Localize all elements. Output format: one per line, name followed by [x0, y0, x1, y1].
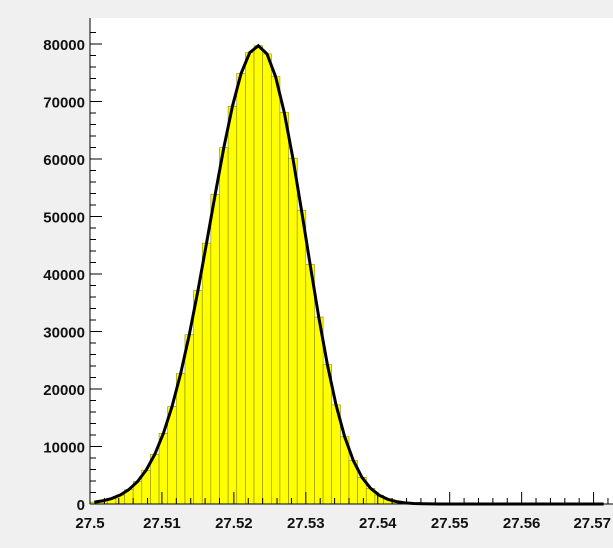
histogram-bar [201, 242, 212, 505]
histogram-bar [184, 334, 194, 505]
y-tick-label: 10000 [43, 440, 85, 457]
y-tick-label: 30000 [43, 325, 85, 342]
x-axis-ticks: 27.5 27.51 27.52 27.53 27.54 27.55 27.56 27.57 [75, 492, 611, 532]
x-tick-label: 27.51 [143, 515, 181, 532]
histogram-bar [176, 373, 186, 505]
y-tick-label: 70000 [43, 95, 85, 112]
x-tick-label: 27.53 [287, 515, 325, 532]
x-tick-label: 27.57 [573, 515, 611, 532]
x-tick-label: 27.52 [215, 515, 253, 532]
histogram-bar [236, 73, 246, 505]
histogram-bar [245, 52, 255, 505]
histogram-bar [193, 290, 203, 505]
x-tick-label: 27.5 [75, 515, 104, 532]
histogram-bar [270, 76, 281, 505]
histogram-bar [296, 209, 307, 505]
y-tick-label: 40000 [43, 267, 85, 284]
y-tick-label: 80000 [43, 37, 85, 54]
histogram-bar [288, 157, 298, 505]
histogram-bar [227, 105, 238, 505]
histogram-bar [210, 194, 220, 505]
histogram-bar [305, 264, 315, 505]
x-tick-label: 27.55 [431, 515, 469, 532]
y-axis-ticks: 0 10000 20000 30000 40000 50000 60000 70000 8000… [43, 32, 102, 514]
histogram-bar [219, 147, 229, 505]
y-tick-label: 60000 [43, 152, 85, 169]
x-tick-label: 27.56 [503, 515, 541, 532]
y-tick-label: 20000 [43, 382, 85, 399]
histogram-bar [167, 406, 177, 505]
histogram-bar [262, 53, 272, 505]
y-tick-label: 50000 [43, 210, 85, 227]
histogram-bar [314, 316, 324, 505]
histogram-bar [253, 45, 263, 505]
x-tick-label: 27.54 [359, 515, 397, 532]
histogram-bar [279, 112, 289, 505]
y-tick-label: 0 [77, 497, 85, 514]
